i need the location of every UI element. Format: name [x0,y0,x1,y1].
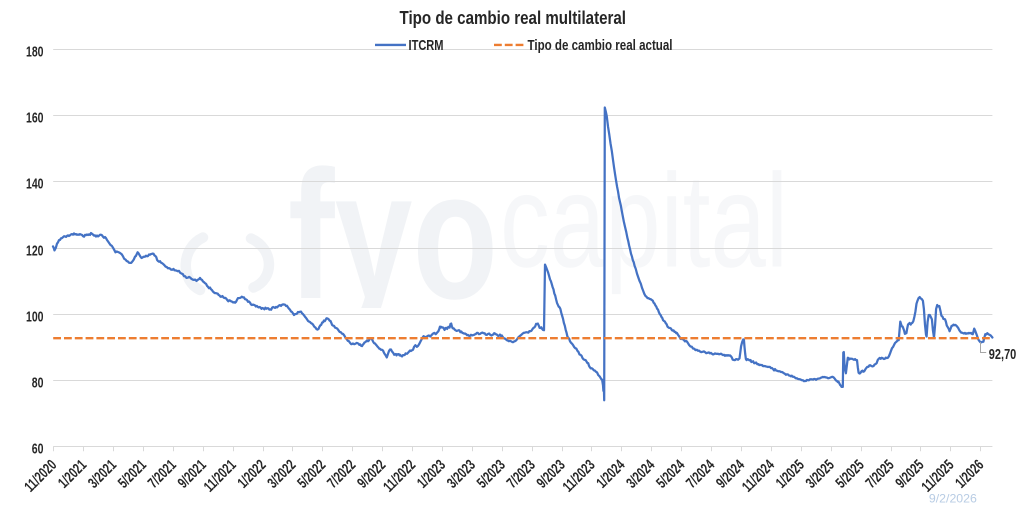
svg-text:80: 80 [32,374,44,391]
svg-text:160: 160 [26,109,44,126]
svg-text:capital: capital [500,148,788,296]
svg-text:180: 180 [26,43,44,60]
svg-text:ITCRM: ITCRM [409,37,444,54]
svg-text:Tipo de cambio real actual: Tipo de cambio real actual [528,37,673,54]
svg-text:60: 60 [32,440,44,457]
svg-text:92,70: 92,70 [989,346,1017,363]
svg-text:Tipo de cambio real multilater: Tipo de cambio real multilateral [400,8,627,28]
svg-text:fyo: fyo [288,132,498,337]
svg-text:100: 100 [26,308,44,325]
svg-text:140: 140 [26,175,44,192]
svg-text:9/2/2026: 9/2/2026 [929,491,977,505]
svg-text:120: 120 [26,242,44,259]
